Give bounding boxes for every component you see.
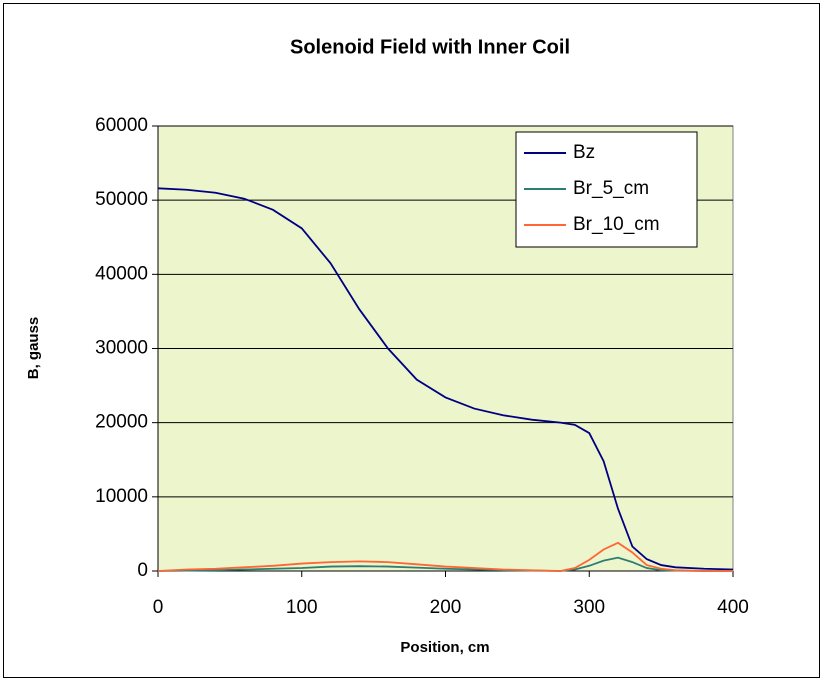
- x-tick-label: 0: [153, 597, 164, 618]
- legend-label: Br_10_cm: [573, 214, 660, 235]
- y-tick-label: 20000: [95, 412, 148, 433]
- x-tick-label: 300: [573, 597, 605, 618]
- line-series: [157, 541, 733, 572]
- y-tick-label: 0: [137, 560, 148, 581]
- legend-label: Br_5_cm: [573, 178, 649, 199]
- y-tick-label: 10000: [95, 486, 148, 507]
- y-tick-label: 40000: [95, 263, 148, 284]
- x-tick-label: 100: [286, 597, 318, 618]
- y-axis-title: B, gauss: [25, 317, 42, 380]
- legend-label: Bz: [573, 142, 595, 163]
- y-tick-label: 30000: [95, 338, 148, 359]
- y-tick-label: 50000: [95, 189, 148, 210]
- chart-title: Solenoid Field with Inner Coil: [290, 36, 570, 58]
- x-axis-title: Position, cm: [400, 639, 489, 656]
- x-tick-label: 400: [717, 597, 749, 618]
- x-tick-label: 200: [430, 597, 462, 618]
- line-series: [157, 187, 734, 571]
- y-tick-label: 60000: [95, 115, 148, 136]
